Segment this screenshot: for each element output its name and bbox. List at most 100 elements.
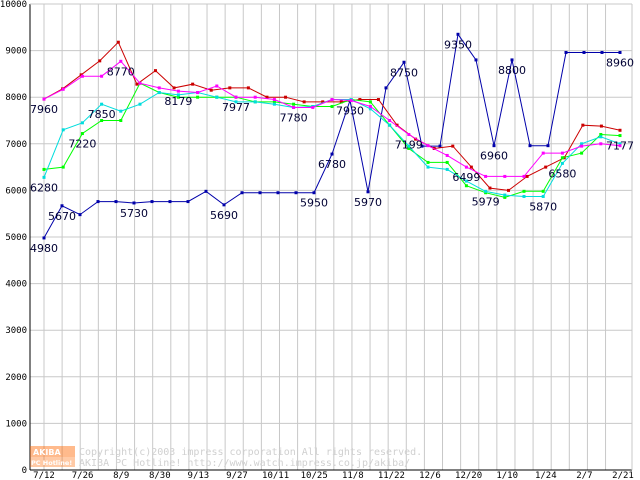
data-point [618,144,622,148]
y-tick-label: 3000 [5,326,27,336]
data-point [522,189,526,193]
x-tick-label: 12/20 [455,471,482,480]
data-point [384,86,388,90]
data-label: 7930 [336,104,364,117]
data-point [474,58,478,62]
data-point [150,200,154,204]
data-point [61,87,65,91]
data-point [330,105,334,109]
data-point [215,95,219,99]
data-point [522,174,526,178]
data-label: 6960 [480,150,508,163]
data-point [407,144,411,148]
y-tick-label: 9000 [5,47,27,57]
data-point [157,86,161,90]
data-point [618,128,622,132]
data-point [157,91,161,95]
data-labels: 4980 5670 5730 5690 5950 6780 7930 5970 8750 9350… [30,38,634,255]
x-tick-label: 12/6 [419,471,441,480]
data-label: 7199 [395,139,423,152]
data-point [42,97,46,101]
data-point [119,119,123,122]
chart-grid [30,3,632,471]
data-point [240,191,244,195]
x-tick-label: 1/10 [496,471,518,480]
x-tick-label: 11/22 [378,471,405,480]
data-point [420,144,424,148]
data-point [368,105,372,109]
data-point [234,100,238,104]
data-point [138,102,142,106]
data-point [581,123,585,127]
data-point [618,50,622,54]
y-tick-label: 4000 [5,280,27,290]
data-point [42,236,46,240]
data-point [100,102,104,106]
data-point [456,32,460,36]
data-point [599,132,603,136]
copyright-watermark: AKIBA PC Hotline! Copyright(c)2003 impre… [30,446,422,469]
data-point [61,128,65,132]
x-tick-label: 9/27 [226,471,248,480]
data-point [600,50,604,54]
data-label: 8960 [606,56,634,69]
data-point [525,174,529,178]
data-point [388,123,392,127]
data-point [395,123,399,127]
data-point [560,151,564,155]
data-point [451,144,455,148]
data-point [61,165,65,169]
data-label: 5870 [529,200,557,213]
data-point [438,144,442,148]
data-label: 7177 [606,140,634,153]
data-point [407,146,411,150]
series-line-3 [43,91,621,197]
x-tick-label: 11/8 [342,471,364,480]
data-point [528,144,532,148]
data-point [560,156,564,160]
x-tick-label: 8/30 [149,471,171,480]
data-point [464,179,468,183]
data-point [284,95,288,99]
data-point [445,160,449,164]
data-point [78,213,82,217]
y-tick-label: 8000 [5,93,27,103]
data-point [258,191,262,195]
data-point [580,144,584,148]
data-point [618,142,622,146]
data-point [368,100,372,104]
data-point [100,119,104,122]
x-tick-label: 7/26 [72,471,94,480]
data-point [209,88,213,92]
data-point [294,191,298,195]
data-point [80,121,84,125]
data-point [153,69,157,73]
y-tick-label: 10000 [0,0,27,10]
data-label: 9350 [444,38,472,51]
data-point [541,151,545,155]
y-tick-label: 1000 [5,419,27,429]
data-point [272,100,276,104]
data-label: 6580 [548,167,576,180]
data-point [312,191,316,195]
x-tick-label: 2/21 [612,471,634,480]
data-point [503,193,507,197]
data-point [215,84,219,88]
data-point [119,109,123,113]
data-point [560,161,564,165]
data-point [135,82,139,86]
data-point [503,195,507,199]
data-point [80,74,84,78]
data-point [445,153,449,157]
akiba-logo-bottom-text: PC Hotline! [31,459,72,467]
data-label: 5970 [354,196,382,209]
data-point [168,200,172,204]
data-point [321,100,325,104]
data-point [311,105,315,109]
data-point [186,200,190,204]
data-label: 7977 [222,101,250,114]
akiba-logo-top-text: AKIBA [33,448,61,457]
akiba-logo-top [30,446,75,457]
data-point [564,50,568,54]
